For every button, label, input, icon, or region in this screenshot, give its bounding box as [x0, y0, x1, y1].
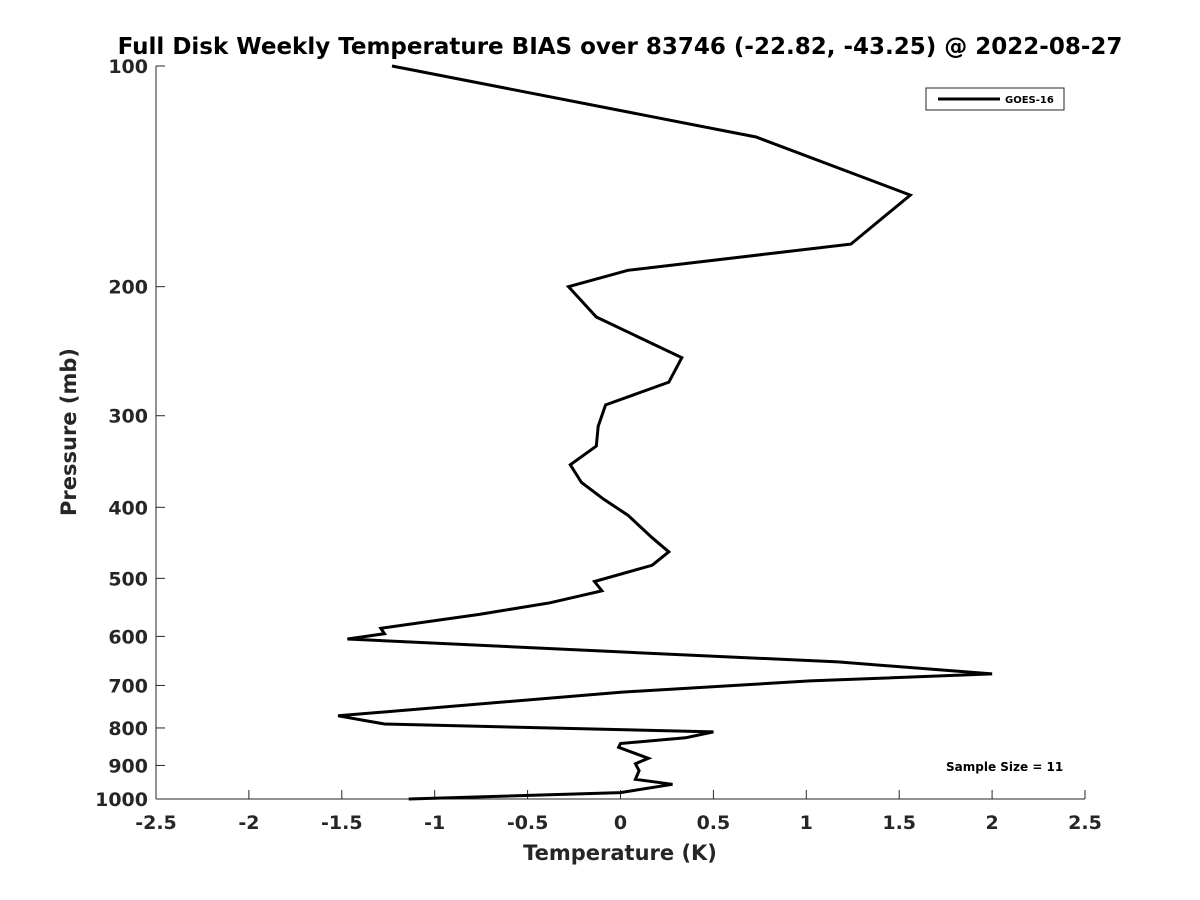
series-layer	[337, 64, 993, 801]
y-axis-ticks: 100 200 300 400 500 600 700 800 900 1000	[95, 56, 165, 811]
y-tick-label: 1000	[95, 789, 148, 811]
x-tick-label: -1	[424, 812, 445, 834]
x-tick-label: -2.5	[135, 812, 177, 834]
y-tick-label: 200	[108, 277, 148, 299]
y-tick-label: 600	[108, 626, 148, 648]
x-tick-label: -0.5	[507, 812, 549, 834]
x-tick-label: 1	[800, 812, 813, 834]
y-tick-label: 300	[108, 406, 148, 428]
y-tick-label: 500	[108, 568, 148, 590]
sample-size-annotation: Sample Size = 11	[946, 760, 1063, 774]
y-tick-label: 700	[108, 675, 148, 697]
y-tick-label: 100	[108, 56, 148, 78]
x-tick-label: 0.5	[697, 812, 731, 834]
plot-area	[156, 66, 1085, 799]
x-tick-label: 1.5	[882, 812, 916, 834]
x-tick-label: 2.5	[1068, 812, 1102, 834]
x-tick-label: 2	[985, 812, 998, 834]
y-tick-label: 400	[108, 497, 148, 519]
series-line-goes-16	[337, 64, 993, 801]
x-axis-label: Temperature (K)	[523, 841, 717, 865]
chart-title: Full Disk Weekly Temperature BIAS over 8…	[118, 34, 1123, 60]
y-tick-label: 900	[108, 755, 148, 777]
y-tick-label: 800	[108, 718, 148, 740]
x-tick-label: -1.5	[321, 812, 363, 834]
y-axis-label: Pressure (mb)	[57, 348, 81, 516]
legend-entry-goes-16: GOES-16	[1005, 95, 1054, 106]
x-tick-label: -2	[238, 812, 259, 834]
legend: GOES-16	[925, 87, 1065, 111]
x-tick-label: 0	[614, 812, 627, 834]
x-axis-ticks: -2.5 -2 -1.5 -1 -0.5 0 0.5 1 1.5 2 2.5	[135, 790, 1102, 834]
